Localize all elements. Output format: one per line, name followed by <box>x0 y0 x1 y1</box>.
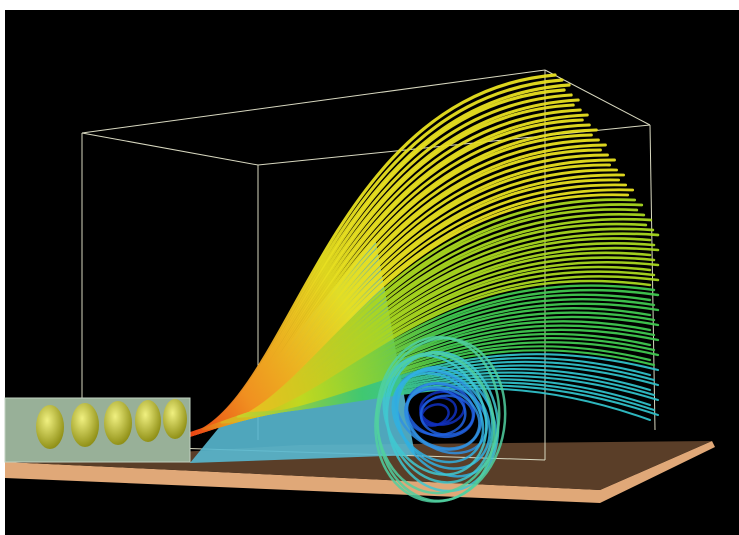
vortex-ring <box>374 337 507 503</box>
vortex <box>374 335 507 503</box>
streamline <box>247 387 651 421</box>
floor-edge <box>5 441 715 503</box>
inlet-nozzles <box>36 399 187 449</box>
